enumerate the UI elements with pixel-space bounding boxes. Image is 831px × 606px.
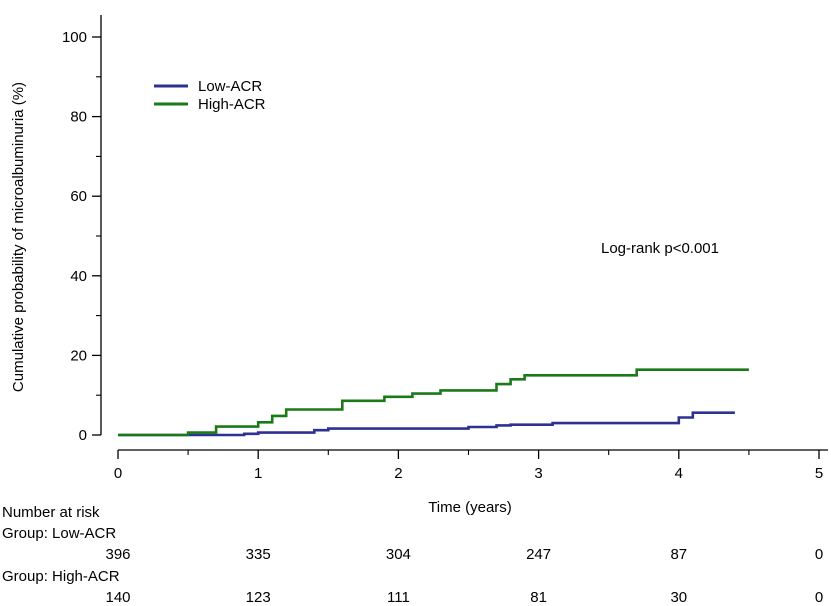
risk-table: Number at risk Group: Low-ACR Group: Hig…: [2, 504, 823, 606]
risk-group-label-high-acr: Group: High-ACR: [2, 568, 120, 585]
risk-value: 30: [670, 589, 687, 606]
annotation-log-rank: Log-rank p<0.001: [601, 240, 719, 257]
x-tick-label: 2: [394, 465, 402, 482]
x-tick-label: 4: [675, 465, 683, 482]
y-axis-title: Cumulative probability of microalbuminur…: [10, 82, 27, 392]
risk-value: 304: [386, 546, 411, 563]
risk-table-title: Number at risk: [2, 504, 100, 521]
series-line-low-acr: [118, 411, 735, 437]
risk-value: 0: [815, 589, 823, 606]
y-tick-label: 60: [70, 188, 87, 205]
x-tick-label: 3: [534, 465, 542, 482]
y-tick-label: 0: [79, 427, 87, 444]
x-tick-label: 0: [114, 465, 122, 482]
y-tick-label: 100: [62, 29, 87, 46]
y-axis: 0 20 40 60 80 100: [62, 15, 102, 444]
x-tick-label: 1: [254, 465, 262, 482]
risk-value: 335: [246, 546, 271, 563]
y-tick-label: 20: [70, 347, 87, 364]
legend-label-high-acr: High-ACR: [198, 96, 266, 113]
risk-group-label-low-acr: Group: Low-ACR: [2, 525, 116, 542]
risk-value: 396: [105, 546, 130, 563]
y-tick-label: 80: [70, 109, 87, 126]
legend: Low-ACR High-ACR: [154, 78, 266, 113]
legend-label-low-acr: Low-ACR: [198, 78, 262, 95]
x-tick-label: 5: [815, 465, 823, 482]
risk-value: 111: [387, 589, 410, 606]
risk-value: 0: [815, 546, 823, 563]
x-axis-title: Time (years): [428, 499, 512, 516]
risk-value: 123: [246, 589, 271, 606]
y-tick-label: 40: [70, 268, 87, 285]
risk-value: 247: [526, 546, 551, 563]
risk-value: 81: [530, 589, 547, 606]
series-layer: [118, 368, 749, 437]
x-axis: 0 1 2 3 4 5: [114, 449, 828, 482]
series-line-high-acr: [118, 368, 749, 437]
risk-value: 87: [670, 546, 687, 563]
risk-value: 140: [105, 589, 130, 606]
